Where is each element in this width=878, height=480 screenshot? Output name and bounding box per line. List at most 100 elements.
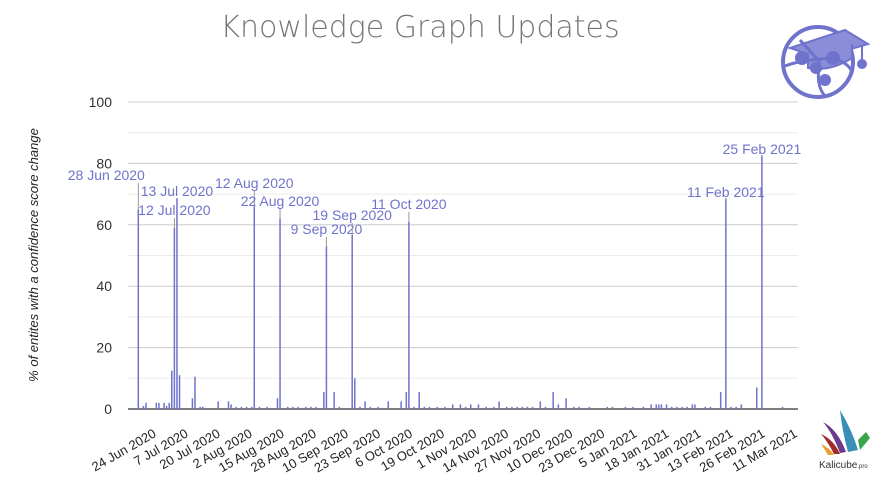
bar bbox=[606, 406, 609, 409]
bar bbox=[624, 406, 627, 409]
bar bbox=[235, 406, 237, 409]
bar bbox=[655, 404, 658, 409]
bar bbox=[498, 401, 500, 409]
annotation-label: 25 Feb 2021 bbox=[723, 141, 802, 157]
bar bbox=[516, 406, 518, 409]
bar bbox=[544, 406, 547, 409]
bar bbox=[691, 404, 694, 409]
bar bbox=[552, 392, 554, 409]
y-tick-label: 80 bbox=[96, 155, 112, 171]
bar bbox=[364, 401, 366, 409]
bar bbox=[168, 402, 170, 409]
knowledge-graph-logo bbox=[781, 25, 871, 99]
annotation-label: 13 Jul 2020 bbox=[141, 183, 214, 199]
bar bbox=[506, 406, 508, 409]
bar bbox=[155, 402, 158, 409]
bar bbox=[658, 404, 660, 409]
bar bbox=[354, 378, 356, 409]
bar bbox=[408, 221, 410, 409]
bar bbox=[176, 198, 178, 409]
bar bbox=[163, 402, 165, 409]
bar bbox=[145, 402, 147, 409]
bar bbox=[338, 406, 341, 409]
bar bbox=[323, 392, 325, 409]
bar bbox=[418, 392, 420, 409]
bar bbox=[451, 404, 454, 409]
bar bbox=[369, 406, 371, 409]
bar bbox=[660, 404, 663, 409]
bar bbox=[230, 404, 232, 409]
bar bbox=[670, 406, 673, 409]
bar bbox=[573, 406, 575, 409]
bar bbox=[756, 387, 758, 409]
bar bbox=[194, 376, 196, 409]
bar bbox=[377, 406, 379, 409]
y-tick-label: 0 bbox=[104, 401, 112, 417]
bar bbox=[531, 406, 534, 409]
bar bbox=[730, 406, 732, 409]
bar bbox=[665, 404, 668, 409]
bar bbox=[178, 375, 181, 409]
bar bbox=[165, 405, 168, 409]
bar bbox=[266, 406, 268, 409]
bar bbox=[725, 198, 727, 409]
kalicube-logo: Kalicube.pro bbox=[819, 410, 870, 471]
bar bbox=[387, 401, 390, 409]
bar bbox=[781, 406, 784, 409]
bar bbox=[201, 406, 204, 409]
bar bbox=[464, 406, 467, 409]
bar bbox=[253, 206, 256, 409]
bar bbox=[565, 398, 567, 409]
annotation-label: 9 Sep 2020 bbox=[291, 221, 363, 237]
y-tick-label: 60 bbox=[96, 217, 112, 233]
chart-title: Knowledge Graph Updates bbox=[220, 10, 620, 45]
svg-text:Kalicube.pro: Kalicube.pro bbox=[819, 460, 868, 471]
bar bbox=[469, 404, 472, 409]
bar bbox=[740, 404, 743, 409]
bar bbox=[709, 406, 712, 409]
bar bbox=[650, 404, 652, 409]
bar bbox=[310, 406, 312, 409]
y-axis-label: % of entites with a confidence score cha… bbox=[26, 128, 41, 382]
bar bbox=[413, 406, 415, 409]
annotation-label: 12 Jul 2020 bbox=[138, 202, 211, 218]
bar bbox=[240, 406, 243, 409]
bar bbox=[217, 401, 219, 409]
bar bbox=[719, 392, 722, 409]
bar bbox=[485, 406, 487, 409]
bar bbox=[611, 406, 614, 409]
bar bbox=[325, 246, 328, 409]
bar bbox=[681, 406, 683, 409]
bar bbox=[735, 406, 737, 409]
bar bbox=[704, 406, 706, 409]
bar bbox=[588, 406, 591, 409]
bar bbox=[279, 218, 281, 409]
bar bbox=[557, 404, 560, 409]
bar bbox=[137, 209, 140, 409]
bar bbox=[676, 406, 678, 409]
bar bbox=[199, 406, 201, 409]
y-tick-label: 20 bbox=[96, 340, 112, 356]
bar bbox=[511, 406, 513, 409]
bar bbox=[191, 398, 194, 409]
annotation-label: 11 Oct 2020 bbox=[371, 196, 446, 212]
bar bbox=[305, 406, 307, 409]
y-tick-label: 40 bbox=[96, 278, 112, 294]
bar bbox=[158, 402, 160, 409]
bar bbox=[632, 406, 634, 409]
bar bbox=[258, 406, 261, 409]
bar bbox=[477, 404, 480, 409]
annotation-label: 28 Jun 2020 bbox=[68, 167, 145, 183]
bar bbox=[227, 401, 230, 409]
bar bbox=[686, 406, 688, 409]
bar bbox=[292, 406, 294, 409]
annotation-label: 22 Aug 2020 bbox=[241, 193, 320, 209]
bar bbox=[444, 406, 446, 409]
bar bbox=[526, 406, 529, 409]
bar bbox=[578, 406, 580, 409]
annotation-label: 19 Sep 2020 bbox=[312, 207, 392, 223]
bar bbox=[521, 406, 524, 409]
bar bbox=[333, 392, 335, 409]
bar bbox=[459, 404, 462, 409]
